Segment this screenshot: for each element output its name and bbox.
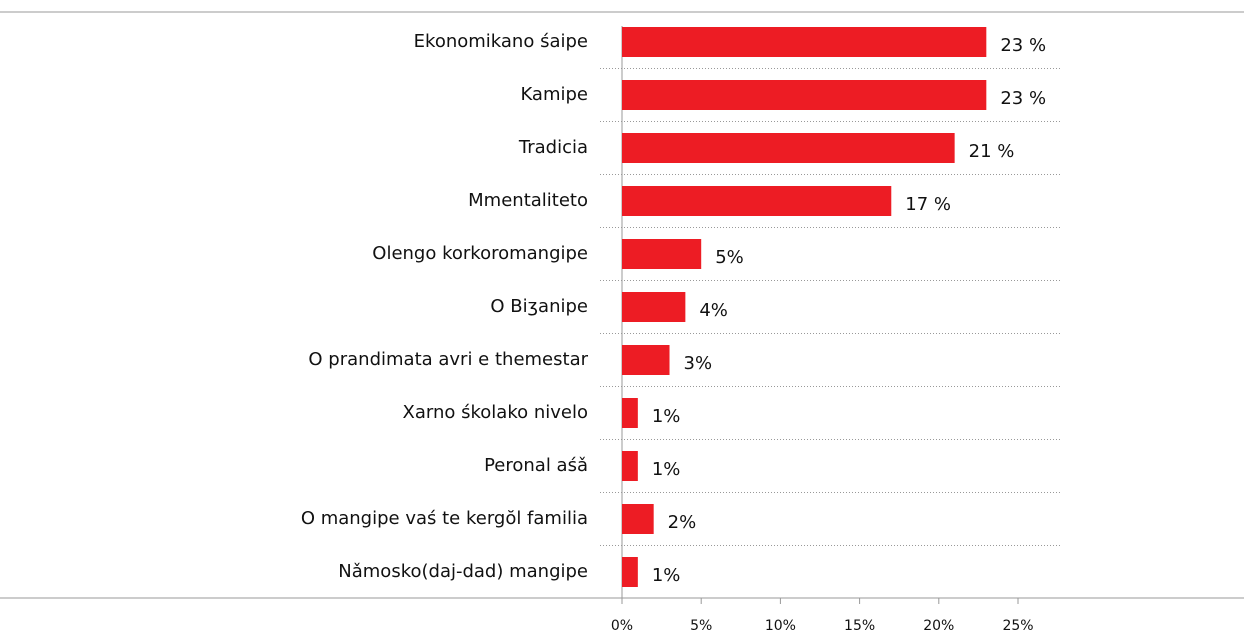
bar — [622, 186, 892, 216]
value-label: 5% — [715, 247, 744, 268]
bar — [622, 27, 987, 57]
x-tick-label: 20% — [923, 618, 954, 634]
value-label: 17 % — [905, 194, 951, 215]
bar — [622, 557, 638, 587]
bar — [622, 292, 686, 322]
x-tick-label: 15% — [844, 618, 875, 634]
category-label: Ekonomikano śaipe — [414, 31, 588, 52]
category-label: Mmentaliteto — [468, 190, 588, 211]
value-label: 4% — [699, 300, 728, 321]
category-label: Olengo korkoromangipe — [372, 243, 588, 264]
value-label: 1% — [652, 565, 681, 586]
bar — [622, 133, 955, 163]
x-tick-label: 0% — [611, 618, 633, 634]
category-label: Xarno śkolako nivelo — [403, 402, 588, 423]
value-label: 3% — [684, 353, 713, 374]
value-label: 1% — [652, 459, 681, 480]
category-label: O prandimata avri e themestar — [308, 349, 588, 370]
x-tick-label: 10% — [765, 618, 796, 634]
x-tick-label: 25% — [1002, 618, 1033, 634]
category-label: Kamipe — [520, 84, 588, 105]
category-label: Peronal aśǎ — [484, 455, 588, 476]
category-label: Nǎmosko(daj-dad) mangipe — [338, 561, 588, 582]
value-label: 1% — [652, 406, 681, 427]
bar — [622, 80, 987, 110]
value-label: 23 % — [1000, 35, 1046, 56]
category-label: Tradicia — [518, 137, 588, 158]
value-label: 21 % — [969, 141, 1015, 162]
value-label: 2% — [668, 512, 697, 533]
x-tick-label: 5% — [690, 618, 712, 634]
bar — [622, 345, 670, 375]
category-label: O mangipe vaś te kergŏl familia — [301, 508, 588, 529]
category-label: O Biʒanipe — [490, 296, 588, 317]
bar — [622, 504, 654, 534]
bar — [622, 398, 638, 428]
bar — [622, 451, 638, 481]
bar — [622, 239, 702, 269]
value-label: 23 % — [1000, 88, 1046, 109]
